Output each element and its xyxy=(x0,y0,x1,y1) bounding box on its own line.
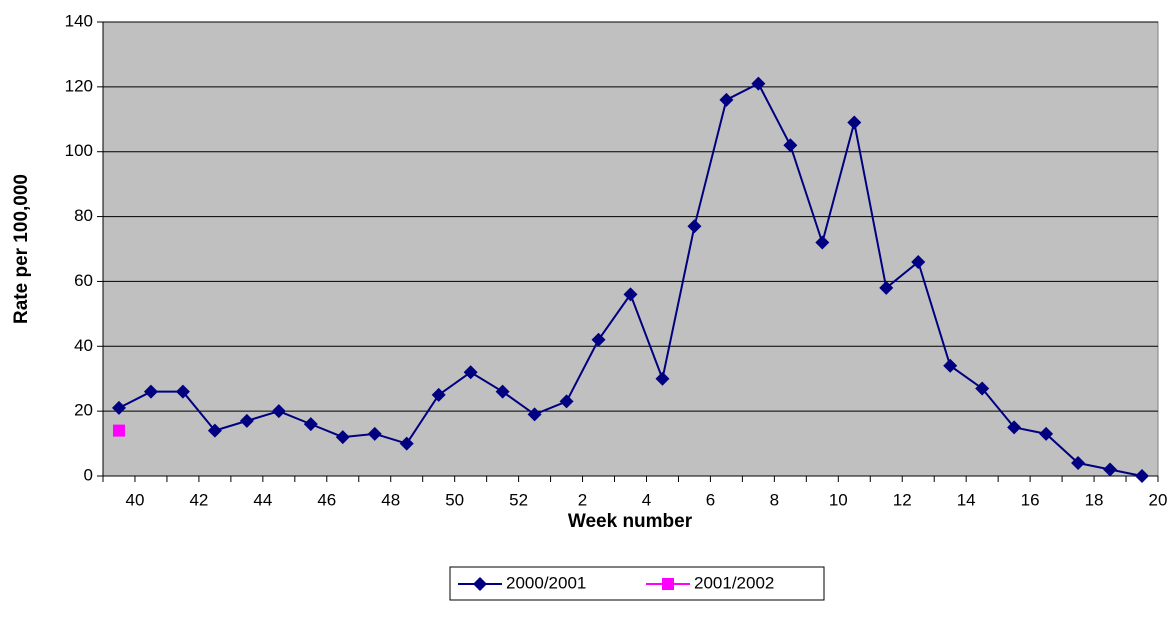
x-tick-label: 20 xyxy=(1149,490,1168,509)
data-point xyxy=(303,417,318,432)
data-point xyxy=(367,426,382,441)
y-tick-label: 0 xyxy=(84,465,93,484)
x-tick-label: 46 xyxy=(317,490,336,509)
data-point xyxy=(239,413,254,428)
data-point xyxy=(623,287,638,302)
data-point xyxy=(943,358,958,373)
x-axis-title: Week number xyxy=(568,511,693,532)
x-tick-label: 10 xyxy=(829,490,848,509)
data-point xyxy=(975,381,990,396)
data-point xyxy=(591,332,606,347)
legend-marker xyxy=(473,577,487,591)
x-tick-label: 14 xyxy=(957,490,976,509)
data-point xyxy=(175,384,190,399)
data-point xyxy=(335,430,350,445)
x-tick-label: 40 xyxy=(126,490,145,509)
legend-box xyxy=(449,566,825,601)
data-point xyxy=(1071,456,1086,471)
x-tick-label: 48 xyxy=(381,490,400,509)
data-point xyxy=(1103,462,1118,477)
data-point xyxy=(815,235,830,250)
y-tick-label: 120 xyxy=(65,76,93,95)
y-axis-title: Rate per 100,000 xyxy=(11,174,32,324)
data-point xyxy=(559,394,574,409)
x-tick-label: 52 xyxy=(509,490,528,509)
data-point xyxy=(719,92,734,107)
y-tick-label: 40 xyxy=(74,336,93,355)
data-point xyxy=(1039,426,1054,441)
data-point xyxy=(112,424,125,437)
legend-label: 2000/2001 xyxy=(506,573,586,592)
x-tick-label: 4 xyxy=(642,490,651,509)
data-point xyxy=(847,115,862,130)
x-tick-label: 44 xyxy=(253,490,272,509)
data-point xyxy=(911,254,926,269)
data-point xyxy=(879,280,894,295)
data-point xyxy=(655,371,670,386)
data-point xyxy=(431,387,446,402)
data-point xyxy=(207,423,222,438)
x-tick-label: 18 xyxy=(1085,490,1104,509)
y-tick-label: 80 xyxy=(74,206,93,225)
y-tick-label: 100 xyxy=(65,141,93,160)
data-point xyxy=(399,436,414,451)
plot-area xyxy=(102,21,1159,477)
data-point xyxy=(111,400,126,415)
data-point xyxy=(527,407,542,422)
x-tick-label: 6 xyxy=(706,490,715,509)
x-tick-label: 2 xyxy=(578,490,587,509)
data-point xyxy=(271,404,286,419)
data-point xyxy=(687,219,702,234)
x-tick-label: 12 xyxy=(893,490,912,509)
data-point xyxy=(783,138,798,153)
data-point xyxy=(495,384,510,399)
data-point xyxy=(143,384,158,399)
data-point xyxy=(1135,469,1150,483)
x-tick-label: 42 xyxy=(189,490,208,509)
data-point xyxy=(1007,420,1022,435)
y-tick-label: 20 xyxy=(74,401,93,420)
legend-label: 2001/2002 xyxy=(694,573,774,592)
data-point xyxy=(463,365,478,380)
y-tick-label: 60 xyxy=(74,271,93,290)
y-tick-label: 140 xyxy=(65,11,93,30)
x-tick-label: 16 xyxy=(1021,490,1040,509)
legend-marker xyxy=(662,578,674,590)
x-tick-label: 50 xyxy=(445,490,464,509)
data-point xyxy=(751,76,766,91)
x-tick-label: 8 xyxy=(770,490,779,509)
